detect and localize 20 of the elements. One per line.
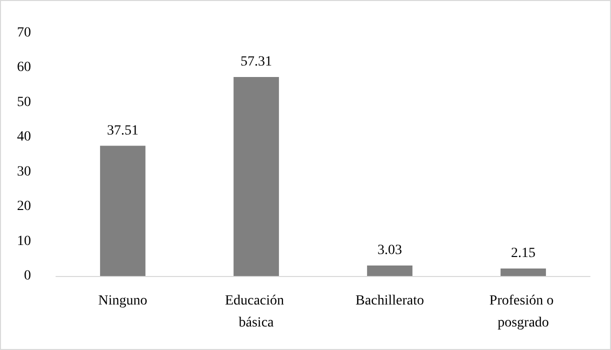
x-tick-label: Ninguno: [98, 294, 148, 308]
y-tick-label: 0: [24, 268, 31, 284]
data-label: 2.15: [511, 246, 536, 262]
x-tick-label: Educación básica: [224, 294, 288, 330]
bar: [100, 146, 146, 276]
data-label: 3.03: [378, 242, 402, 258]
y-tick-label: 60: [17, 60, 31, 76]
y-tick-label: 50: [17, 94, 31, 110]
bar: [234, 77, 279, 276]
y-tick-label: 40: [17, 130, 31, 145]
x-tick-label: Profesión o posgrado: [489, 294, 558, 330]
y-tick-label: 70: [17, 26, 31, 40]
y-tick-label: 10: [17, 234, 31, 249]
bar: [500, 268, 546, 276]
y-tick-label: 30: [17, 164, 31, 180]
data-label: 57.31: [240, 54, 272, 70]
data-label: 37.51: [107, 123, 138, 138]
x-tick-label: Bachillerato: [356, 294, 424, 308]
y-tick-label: 20: [17, 199, 31, 214]
bar: [367, 265, 412, 276]
